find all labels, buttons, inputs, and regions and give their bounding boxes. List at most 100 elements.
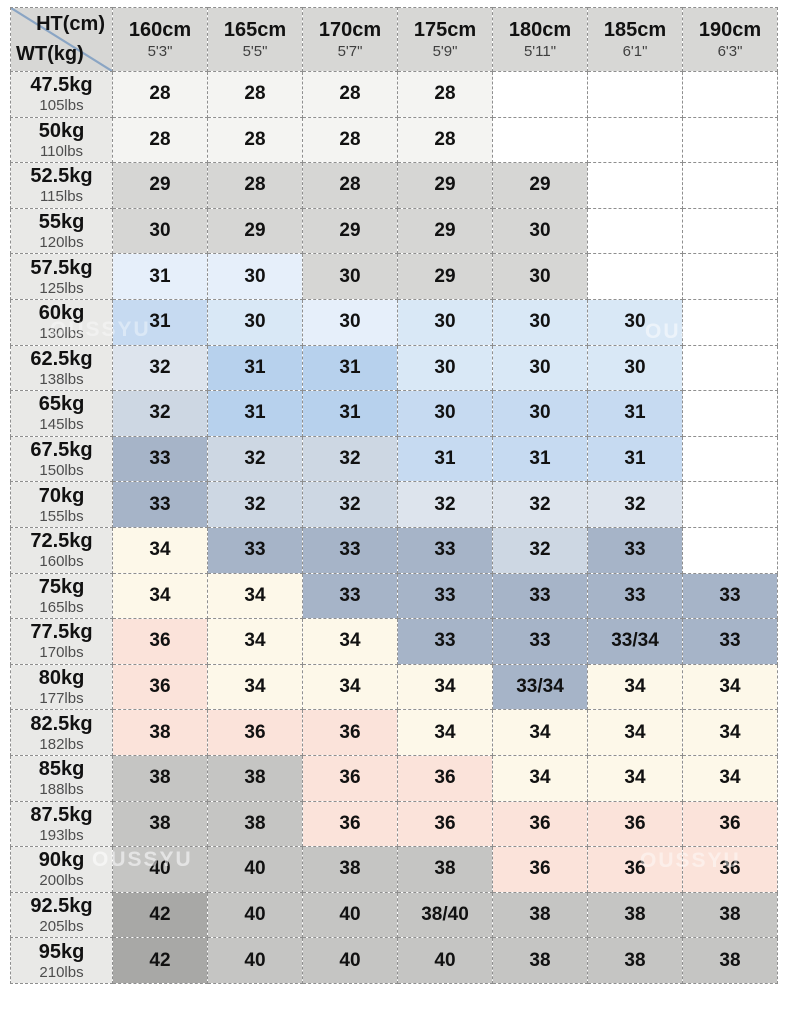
row-header-65kg: 65kg 145lbs: [10, 390, 113, 437]
col-header-190cm: 190cm 6'3": [682, 7, 778, 72]
size-cell: 34: [587, 663, 683, 711]
size-cell: 38: [207, 800, 303, 848]
size-cell: 31: [397, 435, 493, 483]
empty-cell: [587, 116, 683, 164]
weight-lbs-label: 145lbs: [39, 416, 84, 434]
size-cell: 32: [492, 526, 588, 574]
size-cell: 36: [302, 709, 398, 756]
row-header-92.5kg: 92.5kg 205lbs: [10, 891, 113, 939]
table-row: 50kg 110lbs 28 28 28 28: [10, 116, 778, 164]
height-ft-label: 5'3": [147, 43, 173, 60]
table-row: 87.5kg 193lbs 38 38 36 36 36 36 36: [10, 800, 778, 848]
size-cell: 33: [587, 572, 683, 620]
row-header-50kg: 50kg 110lbs: [10, 116, 113, 164]
size-cell: 33/34: [587, 618, 683, 665]
size-cell: 29: [207, 207, 303, 255]
table-row: 62.5kg 138lbs 32 31 31 30 30 30: [10, 344, 778, 392]
weight-lbs-label: 205lbs: [39, 917, 84, 935]
size-cell: 28: [112, 71, 208, 118]
size-cell: 40: [397, 937, 493, 984]
empty-cell: [682, 390, 778, 437]
size-cell: 32: [397, 481, 493, 528]
weight-kg-label: 80kg: [38, 667, 85, 690]
height-ft-label: 6'3": [717, 43, 743, 60]
weight-kg-label: 92.5kg: [30, 894, 93, 917]
size-cell: 30: [587, 298, 683, 346]
table-row: 65kg 145lbs 32 31 31 30 30 31: [10, 390, 778, 437]
size-cell: 40: [207, 891, 303, 939]
size-cell: 30: [302, 253, 398, 300]
row-header-67.5kg: 67.5kg 150lbs: [10, 435, 113, 483]
row-header-85kg: 85kg 188lbs: [10, 754, 113, 802]
size-cell: 30: [492, 207, 588, 255]
empty-cell: [682, 116, 778, 164]
size-cell: 36: [112, 663, 208, 711]
size-cell: 31: [587, 390, 683, 437]
row-header-95kg: 95kg 210lbs: [10, 937, 113, 984]
height-ft-label: 5'7": [337, 43, 363, 60]
size-cell: 30: [207, 253, 303, 300]
size-cell: 29: [397, 253, 493, 300]
height-ft-label: 6'1": [622, 43, 648, 60]
size-cell: 36: [397, 754, 493, 802]
table-row: 60kg 130lbs 31 30 30 30 30 30: [10, 298, 778, 346]
size-cell: 38: [682, 891, 778, 939]
size-cell: 36: [112, 618, 208, 665]
table-row: 75kg 165lbs 34 34 33 33 33 33 33: [10, 572, 778, 620]
weight-kg-label: 52.5kg: [30, 165, 93, 188]
size-cell: 34: [587, 709, 683, 756]
size-cell: 30: [492, 390, 588, 437]
size-cell: 33: [397, 526, 493, 574]
weight-kg-label: 70kg: [38, 484, 85, 507]
corner-header-cell: HT(cm) WT(kg): [10, 7, 113, 72]
size-cell: 38: [397, 846, 493, 893]
weight-lbs-label: 200lbs: [39, 872, 84, 890]
size-cell: 33/34: [492, 663, 588, 711]
size-cell: 33: [682, 572, 778, 620]
size-cell: 28: [302, 116, 398, 164]
size-cell: 33: [302, 526, 398, 574]
size-chart-table: HT(cm) WT(kg) 160cm 5'3" 165cm 5'5" 170cm 5'7…: [10, 7, 778, 984]
size-cell: 29: [302, 207, 398, 255]
row-header-80kg: 80kg 177lbs: [10, 663, 113, 711]
size-cell: 33: [112, 481, 208, 528]
size-cell: 28: [302, 71, 398, 118]
table-row: 82.5kg 182lbs 38 36 36 34 34 34 34: [10, 709, 778, 756]
weight-kg-label: 75kg: [38, 575, 85, 598]
size-cell: 28: [207, 116, 303, 164]
size-cell: 30: [587, 344, 683, 392]
table-row: 70kg 155lbs 33 32 32 32 32 32: [10, 481, 778, 528]
size-cell: 29: [397, 162, 493, 209]
size-cell: 34: [397, 709, 493, 756]
empty-cell: [682, 207, 778, 255]
size-cell: 30: [112, 207, 208, 255]
height-cm-label: 170cm: [318, 19, 382, 41]
table-row: 55kg 120lbs 30 29 29 29 30: [10, 207, 778, 255]
size-cell: 34: [302, 663, 398, 711]
size-cell: 32: [302, 481, 398, 528]
weight-kg-label: 47.5kg: [30, 74, 93, 97]
weight-lbs-label: 110lbs: [39, 142, 84, 160]
row-header-52.5kg: 52.5kg 115lbs: [10, 162, 113, 209]
size-cell: 34: [207, 618, 303, 665]
row-header-82.5kg: 82.5kg 182lbs: [10, 709, 113, 756]
size-cell: 34: [492, 709, 588, 756]
weight-kg-label: 85kg: [38, 758, 85, 781]
size-cell: 32: [302, 435, 398, 483]
row-header-77.5kg: 77.5kg 170lbs: [10, 618, 113, 665]
size-cell: 34: [492, 754, 588, 802]
size-cell: 40: [207, 846, 303, 893]
height-cm-label: 185cm: [603, 19, 667, 41]
table-row: 85kg 188lbs 38 38 36 36 34 34 34: [10, 754, 778, 802]
empty-cell: [682, 526, 778, 574]
size-cell: 34: [682, 663, 778, 711]
size-cell: 40: [112, 846, 208, 893]
empty-cell: [682, 481, 778, 528]
size-cell: 38: [587, 891, 683, 939]
size-cell: 32: [112, 344, 208, 392]
size-cell: 38: [112, 709, 208, 756]
col-header-175cm: 175cm 5'9": [397, 7, 493, 72]
size-cell: 36: [492, 800, 588, 848]
size-cell: 34: [682, 709, 778, 756]
